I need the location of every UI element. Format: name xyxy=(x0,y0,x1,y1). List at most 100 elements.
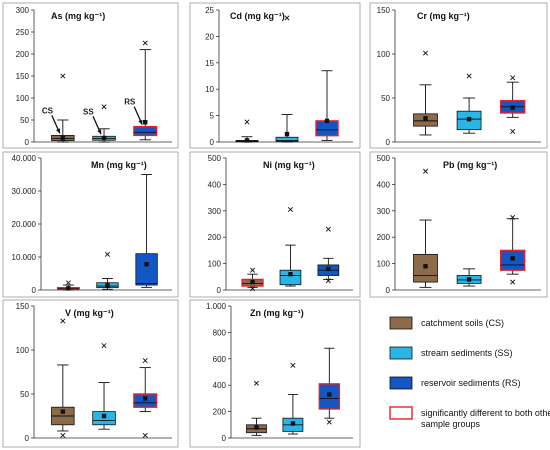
mean-marker xyxy=(510,256,515,261)
y-tick-label: 0 xyxy=(217,286,222,295)
panel-title: V (mg kg⁻¹) xyxy=(65,308,114,318)
y-tick-label: 100 xyxy=(16,346,30,355)
legend-item-rs: reservoir sediments (RS) xyxy=(389,376,521,390)
outlier-marker xyxy=(142,40,148,46)
box-iqr xyxy=(315,120,339,137)
y-tick-label: 20.000 xyxy=(12,220,37,229)
legend-label: catchment soils (CS) xyxy=(421,318,504,328)
box-rs: RS xyxy=(124,40,158,141)
y-tick-label: 5 xyxy=(210,112,215,121)
y-tick-label: 50 xyxy=(20,390,29,399)
panel-title: Zn (mg kg⁻¹) xyxy=(250,308,304,318)
y-tick-label: 0 xyxy=(25,434,30,443)
box-cs xyxy=(413,168,438,288)
box-iqr xyxy=(133,125,158,137)
mean-marker xyxy=(510,105,515,110)
legend-item-cs: catchment soils (CS) xyxy=(389,316,504,330)
panel-zn: 0 200 400 600 800 1.000 Zn (mg kg⁻¹) xyxy=(189,299,361,448)
outlier-marker xyxy=(250,286,256,292)
box-ss: SS xyxy=(83,104,116,143)
mean-marker xyxy=(466,277,472,282)
box-rs xyxy=(135,174,158,288)
outlier-marker xyxy=(60,318,66,324)
outlier-marker xyxy=(466,73,472,79)
box-cs xyxy=(413,50,438,136)
box-rs xyxy=(499,214,526,285)
y-tick-label: 50 xyxy=(381,94,390,103)
group-arrow xyxy=(133,106,143,125)
y-tick-label: 300 xyxy=(16,6,30,15)
box-rs xyxy=(499,75,526,134)
group-arrow xyxy=(51,115,61,134)
legend-swatch xyxy=(389,376,413,390)
mean-marker xyxy=(143,120,148,125)
mean-marker xyxy=(60,135,66,141)
y-tick-label: 25 xyxy=(205,6,214,15)
y-tick-label: 200 xyxy=(16,50,30,59)
panel-cr: 0 50 100 150 Cr (mg kg⁻¹) xyxy=(369,2,548,149)
panel-title: Cd (mg kg⁻¹) xyxy=(230,11,285,21)
y-tick-label: 0 xyxy=(386,138,391,147)
y-tick-label: 150 xyxy=(377,6,391,15)
mean-marker xyxy=(284,131,290,137)
outlier-marker xyxy=(284,15,290,21)
legend-item-sig: significantly different to both other sam… xyxy=(389,406,550,429)
y-tick-label: 300 xyxy=(208,207,222,216)
y-tick-label: 500 xyxy=(377,154,391,163)
box-ss xyxy=(279,206,302,287)
panel-v: 0 50 100 150 V (mg kg⁻¹) xyxy=(2,299,179,448)
panel-as: 0 50 100 150 200 250 300 As (mg kg⁻¹) CS SS RS xyxy=(2,2,179,149)
y-tick-label: 250 xyxy=(16,28,30,37)
group-arrow xyxy=(92,116,102,135)
outlier-marker xyxy=(142,358,148,364)
y-tick-label: 0 xyxy=(210,138,215,147)
outlier-marker xyxy=(287,206,293,212)
box-cs xyxy=(235,119,259,143)
panel-cd: 0 5 10 15 20 25 Cd (mg kg⁻¹) xyxy=(189,2,361,149)
y-tick-label: 30.000 xyxy=(12,187,37,196)
legend-swatch xyxy=(389,316,413,330)
mean-marker xyxy=(66,286,71,291)
y-tick-label: 15 xyxy=(205,59,214,68)
group-label: CS xyxy=(42,106,54,115)
mean-marker xyxy=(101,413,107,419)
outlier-marker xyxy=(422,50,429,56)
outlier-marker xyxy=(325,226,331,232)
mean-marker xyxy=(288,271,293,277)
box-ss xyxy=(275,15,299,143)
legend-label: significantly different to both other sam… xyxy=(421,408,550,429)
legend-label: reservoir sediments (RS) xyxy=(421,378,521,388)
legend-swatch xyxy=(389,346,413,360)
y-tick-label: 0 xyxy=(32,286,37,295)
panel-title: Mn (mg kg⁻¹) xyxy=(91,160,147,170)
y-tick-label: 150 xyxy=(16,72,30,81)
mean-marker xyxy=(250,279,255,285)
y-tick-label: 100 xyxy=(16,94,30,103)
outlier-marker xyxy=(101,104,107,110)
outlier-marker xyxy=(60,73,66,79)
y-tick-label: 100 xyxy=(377,260,391,269)
box-ss xyxy=(456,268,482,287)
legend-item-ss: stream sediments (SS) xyxy=(389,346,513,360)
mean-marker xyxy=(327,392,332,397)
mean-marker xyxy=(101,135,107,141)
outlier-marker xyxy=(510,279,516,285)
y-tick-label: 800 xyxy=(213,328,227,337)
mean-marker xyxy=(60,409,66,414)
panel-mn: 0 10.000 20.000 30.000 40.000 Mn (mg kg⁻¹) xyxy=(2,151,179,298)
box-ss xyxy=(96,251,119,290)
y-tick-label: 0 xyxy=(222,434,227,443)
y-tick-label: 50 xyxy=(20,116,29,125)
panel-title: Pb (mg kg⁻¹) xyxy=(443,160,497,170)
panel-frame xyxy=(369,151,548,298)
panel-ni: 0 100 200 300 400 500 Ni (mg kg⁻¹) xyxy=(189,151,361,298)
box-cs xyxy=(241,267,264,292)
mean-marker xyxy=(423,116,428,121)
y-tick-label: 40.000 xyxy=(12,154,37,163)
y-tick-label: 400 xyxy=(213,381,227,390)
y-tick-label: 0 xyxy=(386,286,391,295)
y-tick-label: 150 xyxy=(16,302,30,311)
box-cs xyxy=(51,318,75,438)
panel-title: As (mg kg⁻¹) xyxy=(51,11,105,21)
box-cs: CS xyxy=(42,73,75,143)
